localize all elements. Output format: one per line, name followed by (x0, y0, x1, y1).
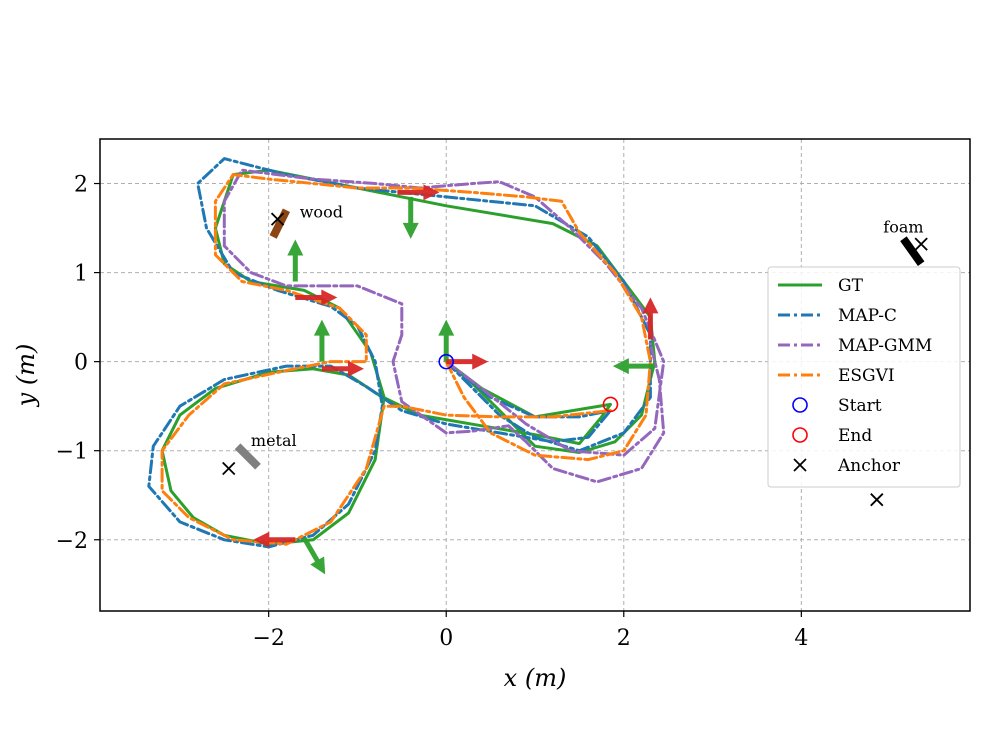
anchor-stroke (270, 212, 285, 226)
heading-arrow-red (253, 531, 296, 548)
legend: GT MAP-C MAP-GMM ESGVI Start End Anchor (767, 266, 961, 488)
arrow-shape (302, 536, 326, 575)
heading-arrow-green (612, 358, 655, 375)
legend-entry: GT (778, 276, 864, 296)
x-tick-label: 2 (617, 626, 631, 651)
anchor-stroke (222, 461, 236, 476)
y-tick-label: 0 (74, 351, 88, 376)
legend-box (767, 266, 961, 488)
heading-arrow-green (402, 196, 419, 239)
heading-arrow-green (287, 239, 304, 282)
legend-label: MAP-GMM (838, 336, 932, 356)
heading-arrow-red (397, 184, 440, 201)
foam-label: foam (883, 218, 923, 237)
heading-arrow-red (295, 289, 338, 306)
arrow-shape (438, 319, 455, 362)
arrow-shape (287, 239, 304, 282)
heading-arrow-green (438, 319, 455, 362)
y-tick-label: −2 (56, 529, 88, 554)
heading-arrow-green (313, 319, 330, 362)
x-tick-label: 4 (794, 626, 808, 651)
arrow-shape (253, 531, 296, 548)
anchor-stroke (870, 493, 884, 507)
legend-swatch (793, 458, 807, 472)
y-axis-label: y (m) (12, 344, 40, 408)
arrow-shape (642, 297, 659, 340)
legend-entry: Anchor (793, 456, 901, 476)
legend-label: End (838, 426, 872, 446)
heading-arrow-red (446, 353, 489, 370)
y-tick-label: 1 (74, 262, 88, 287)
anchor-marker (270, 212, 285, 226)
arrows-group (253, 184, 659, 575)
material-annotations: wood foam metal (234, 202, 925, 470)
legend-entry: End (792, 426, 872, 446)
arrow-shape (321, 360, 364, 377)
x-axis-label: x (m) (504, 664, 567, 692)
metal-surface-mark (234, 443, 261, 470)
end-marker (602, 396, 619, 413)
legend-label: GT (838, 276, 864, 296)
legend-label: MAP-C (838, 306, 897, 326)
wood-label: wood (300, 202, 343, 221)
heading-arrow-red (642, 297, 659, 340)
arrow-shape (295, 289, 338, 306)
series-map-gmm-line (222, 168, 666, 484)
plot-frame (99, 138, 971, 612)
legend-label: Anchor (837, 456, 901, 476)
legend-entry: MAP-C (778, 306, 897, 326)
metal-label: metal (251, 431, 297, 450)
heading-arrow-red (321, 360, 364, 377)
anchor-stroke (914, 237, 928, 251)
arrow-shape (612, 358, 655, 375)
tick-labels: −2 0 2 4 −2 −1 0 1 2 (56, 173, 809, 651)
legend-label: ESGVI (838, 366, 895, 386)
arrow-shape (446, 353, 489, 370)
y-tick-label: 2 (74, 173, 88, 198)
foam-surface-mark (900, 236, 925, 266)
arrow-shape (313, 319, 330, 362)
wood-surface-mark (269, 208, 291, 239)
arrow-shape (397, 184, 440, 201)
y-tick-label: −1 (56, 440, 88, 465)
markers-group (222, 212, 928, 507)
legend-entry: ESGVI (778, 366, 895, 386)
legend-label: Start (838, 396, 882, 416)
legend-entry: Start (792, 396, 882, 416)
legend-swatch (792, 397, 808, 413)
series-esgvi-line (160, 173, 652, 546)
heading-arrow-green (302, 536, 326, 575)
x-tick-label: −2 (252, 626, 284, 651)
anchor-marker (914, 237, 928, 251)
start-marker (438, 353, 455, 370)
x-tick-label: 0 (439, 626, 453, 651)
anchor-marker (870, 493, 884, 507)
legend-swatch (792, 427, 808, 443)
arrow-shape (402, 196, 419, 239)
anchor-marker (222, 461, 236, 476)
legend-entry: MAP-GMM (778, 336, 932, 356)
